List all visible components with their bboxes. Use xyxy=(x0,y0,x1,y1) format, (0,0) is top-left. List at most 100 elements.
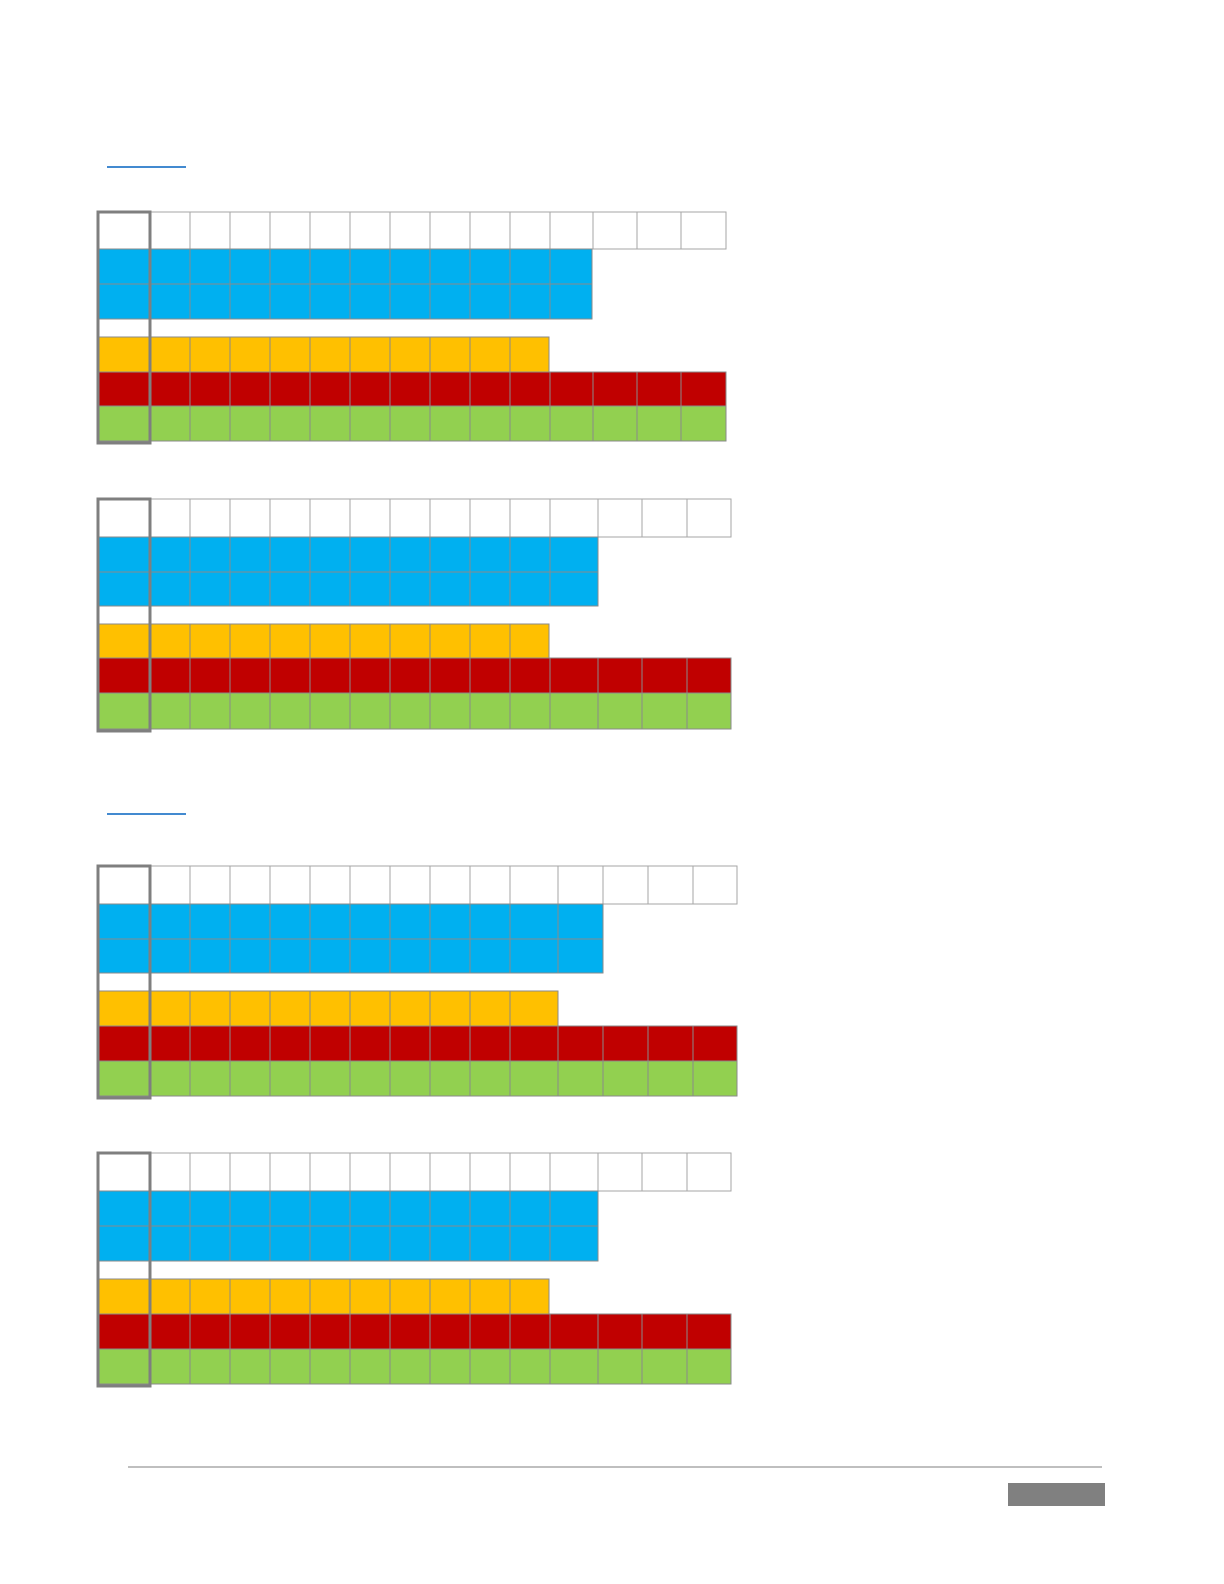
table-cell xyxy=(429,990,471,1027)
table-cell xyxy=(389,692,431,730)
table-cell xyxy=(429,1190,471,1227)
table-cell xyxy=(549,1313,599,1350)
table-cell xyxy=(469,211,511,250)
table-cell xyxy=(269,938,311,974)
table-cell xyxy=(597,692,643,730)
table-cell xyxy=(509,657,551,694)
table-cell xyxy=(149,1313,191,1350)
table-cell xyxy=(549,371,594,407)
table-cell xyxy=(349,371,391,407)
table-cell xyxy=(509,865,559,905)
table-cell xyxy=(509,1225,551,1262)
table-cell xyxy=(349,283,391,320)
table-cell xyxy=(509,1025,559,1062)
table-cell xyxy=(469,1190,511,1227)
table-cell xyxy=(636,371,682,407)
table-cell xyxy=(429,1225,471,1262)
table-cell xyxy=(602,1025,649,1062)
table-cell xyxy=(557,1025,604,1062)
table-cell xyxy=(269,536,311,573)
table-cell xyxy=(429,1025,471,1062)
table-cell xyxy=(389,938,431,974)
table-cell xyxy=(309,1225,351,1262)
table-cell xyxy=(349,1190,391,1227)
table-cell xyxy=(97,283,151,320)
table-cell xyxy=(549,498,599,538)
table-cell xyxy=(149,1152,191,1192)
table-cell xyxy=(189,1190,231,1227)
table-cell xyxy=(309,371,351,407)
table-cell xyxy=(229,1060,271,1097)
table-cell xyxy=(189,536,231,573)
table-cell xyxy=(97,865,151,905)
table-cell xyxy=(149,1278,191,1315)
table-cell xyxy=(349,865,391,905)
table-cell xyxy=(269,865,311,905)
table-cell xyxy=(349,571,391,607)
table-cell xyxy=(641,1313,688,1350)
table-cell xyxy=(647,1025,694,1062)
table-cell xyxy=(189,990,231,1027)
column-highlight xyxy=(96,1151,152,1388)
table-cell xyxy=(149,657,191,694)
table-cell xyxy=(557,938,604,974)
table-cell xyxy=(269,1060,311,1097)
table-cell xyxy=(229,938,271,974)
table-cell xyxy=(149,938,191,974)
column-highlight xyxy=(96,497,152,733)
table-cell xyxy=(189,865,231,905)
table-cell xyxy=(149,903,191,940)
table-cell xyxy=(509,498,551,538)
table-cell xyxy=(229,536,271,573)
table-cell xyxy=(309,336,351,373)
table-cell xyxy=(469,1278,511,1315)
table-cell xyxy=(389,211,431,250)
table-cell xyxy=(149,990,191,1027)
table-cell xyxy=(429,657,471,694)
table-cell xyxy=(597,1313,643,1350)
table-cell xyxy=(509,405,551,442)
table-cell xyxy=(429,1313,471,1350)
table-cell xyxy=(149,623,191,659)
table-cell xyxy=(349,1225,391,1262)
table-cell xyxy=(149,1060,191,1097)
table-cell xyxy=(149,1225,191,1262)
table-cell xyxy=(309,248,351,285)
table-cell xyxy=(349,1313,391,1350)
table-cell xyxy=(149,498,191,538)
table-cell xyxy=(509,903,559,940)
table-cell xyxy=(692,1060,738,1097)
table-cell xyxy=(549,1152,599,1192)
table-cell xyxy=(549,211,594,250)
table-cell xyxy=(269,1278,311,1315)
table-cell xyxy=(597,1348,643,1385)
table-cell xyxy=(429,903,471,940)
table-cell xyxy=(189,938,231,974)
table-cell xyxy=(229,692,271,730)
table-cell xyxy=(429,938,471,974)
table-cell xyxy=(597,657,643,694)
table-cell xyxy=(269,1025,311,1062)
table-cell xyxy=(189,1278,231,1315)
table-cell xyxy=(309,1313,351,1350)
table-cell xyxy=(269,1190,311,1227)
table-cell xyxy=(309,211,351,250)
table-cell xyxy=(429,498,471,538)
table-cell xyxy=(189,1025,231,1062)
table-cell xyxy=(469,990,511,1027)
table-cell xyxy=(349,211,391,250)
table-cell xyxy=(97,1025,151,1062)
table-cell xyxy=(189,1152,231,1192)
table-cell xyxy=(149,405,191,442)
table-cell xyxy=(229,498,271,538)
table-cell xyxy=(229,1190,271,1227)
table-cell xyxy=(597,498,643,538)
table-cell xyxy=(389,1190,431,1227)
table-cell xyxy=(509,623,550,659)
table-cell xyxy=(549,692,599,730)
table-cell xyxy=(429,1060,471,1097)
table-cell xyxy=(349,903,391,940)
table-cell xyxy=(389,990,431,1027)
table-cell xyxy=(549,405,594,442)
table-cell xyxy=(189,571,231,607)
